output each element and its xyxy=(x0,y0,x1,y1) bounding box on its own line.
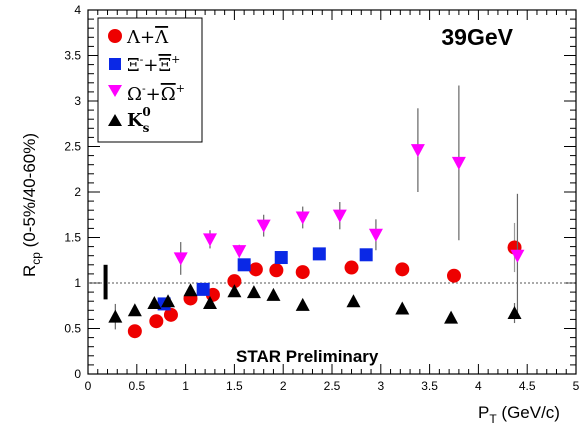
x-tick-label: 4 xyxy=(475,379,482,393)
x-tick-label: 1.5 xyxy=(226,379,243,393)
y-tick-label: 3.5 xyxy=(64,49,81,63)
data-point-omega xyxy=(295,211,310,225)
data-point-lambda xyxy=(447,268,461,283)
data-point-omega xyxy=(410,144,425,158)
data-point-kaon xyxy=(266,287,281,301)
data-point-lambda xyxy=(344,260,359,275)
x-tick-label: 0 xyxy=(85,379,92,393)
data-point-kaon xyxy=(295,297,310,311)
data-point-kaon xyxy=(395,301,410,315)
legend-marker-kaon xyxy=(108,114,122,126)
legend-marker-omega xyxy=(108,85,122,97)
y-tick-label: 3 xyxy=(74,94,81,108)
y-axis-title: Rcp (0-5%/40-60%) xyxy=(20,133,43,277)
legend-marker-xi xyxy=(109,58,121,70)
data-point-xi xyxy=(312,247,326,261)
legend-marker-lambda xyxy=(108,29,122,43)
data-point-omega xyxy=(451,156,466,170)
data-point-xi xyxy=(196,282,210,296)
data-point-lambda xyxy=(227,274,242,289)
data-point-kaon xyxy=(444,310,459,324)
y-tick-label: 2.5 xyxy=(64,140,81,154)
data-point-omega xyxy=(173,252,188,266)
data-point-xi xyxy=(237,258,251,272)
data-point-omega xyxy=(332,209,347,223)
data-point-lambda xyxy=(269,263,284,278)
y-tick-label: 1.5 xyxy=(64,231,81,245)
data-point-omega xyxy=(232,245,247,259)
data-points xyxy=(108,85,525,339)
data-point-lambda xyxy=(395,262,410,277)
y-tick-label: 1 xyxy=(74,276,81,290)
y-tick-label: 0.5 xyxy=(64,322,81,336)
data-point-lambda xyxy=(127,324,142,339)
axis-tick-labels: 0 0.5 1 1.5 2 2.5 3 3.5 4 4.5 5 0 0.5 1 1.5 2 2.5 3 3.5 4 xyxy=(64,3,579,393)
data-point-kaon xyxy=(183,283,198,297)
legend-label-omega: Ω-+Ω+ xyxy=(127,82,185,105)
data-point-kaon xyxy=(161,294,176,308)
data-point-omega xyxy=(203,233,217,247)
series-omega xyxy=(173,85,525,318)
data-point-kaon xyxy=(346,294,361,308)
data-point-lambda xyxy=(163,307,178,322)
data-point-kaon xyxy=(147,296,162,310)
data-point-lambda xyxy=(295,265,310,280)
data-point-omega xyxy=(510,249,525,263)
x-tick-label: 5 xyxy=(573,379,580,393)
x-tick-label: 3.5 xyxy=(421,379,438,393)
data-point-lambda xyxy=(248,262,263,277)
y-tick-label: 4 xyxy=(74,3,81,17)
data-point-kaon xyxy=(227,284,242,298)
data-point-kaon xyxy=(203,296,217,310)
x-tick-label: 0.5 xyxy=(128,379,145,393)
data-point-omega xyxy=(256,219,271,233)
data-point-kaon xyxy=(246,285,261,299)
x-tick-label: 1 xyxy=(182,379,189,393)
data-point-xi xyxy=(359,248,373,262)
x-tick-label: 2 xyxy=(280,379,287,393)
data-point-lambda xyxy=(149,314,164,329)
y-tick-label: 0 xyxy=(74,367,81,381)
data-point-kaon xyxy=(108,309,123,323)
data-point-kaon xyxy=(507,306,522,320)
data-point-xi xyxy=(274,251,288,265)
y-tick-label: 2 xyxy=(74,185,81,199)
energy-label: 39GeV xyxy=(441,24,513,50)
series-kaon xyxy=(108,283,522,330)
x-tick-label: 4.5 xyxy=(519,379,536,393)
x-tick-label: 3 xyxy=(377,379,384,393)
legend-label-lambda: Λ+Λ xyxy=(126,27,169,48)
x-tick-label: 2.5 xyxy=(324,379,341,393)
preliminary-annotation: STAR Preliminary xyxy=(236,347,379,366)
legend: Λ+Λ Ξ-+Ξ+ Ω-+Ω+ Ks0 xyxy=(97,17,203,143)
x-axis-title: PT (GeV/c) xyxy=(478,403,560,426)
axis-ticks xyxy=(87,9,577,375)
data-point-omega xyxy=(368,228,383,242)
data-point-kaon xyxy=(127,303,142,317)
legend-label-kaon: Ks0 xyxy=(127,105,151,135)
